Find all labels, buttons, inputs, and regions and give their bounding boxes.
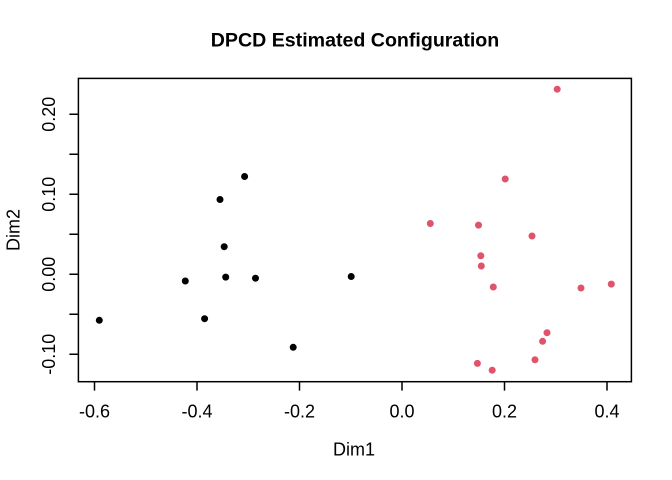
svg-text:-0.6: -0.6 (79, 402, 110, 422)
svg-text:0.00: 0.00 (39, 257, 59, 292)
svg-text:-0.10: -0.10 (39, 334, 59, 375)
svg-text:DPCD Estimated Configuration: DPCD Estimated Configuration (211, 29, 499, 51)
svg-text:Dim2: Dim2 (4, 209, 24, 251)
svg-text:0.0: 0.0 (389, 402, 414, 422)
svg-text:-0.4: -0.4 (181, 402, 212, 422)
svg-text:0.10: 0.10 (39, 177, 59, 212)
svg-text:0.20: 0.20 (39, 97, 59, 132)
svg-text:0.2: 0.2 (492, 402, 517, 422)
svg-text:Dim1: Dim1 (333, 440, 375, 460)
svg-text:0.4: 0.4 (594, 402, 619, 422)
svg-text:-0.2: -0.2 (284, 402, 315, 422)
